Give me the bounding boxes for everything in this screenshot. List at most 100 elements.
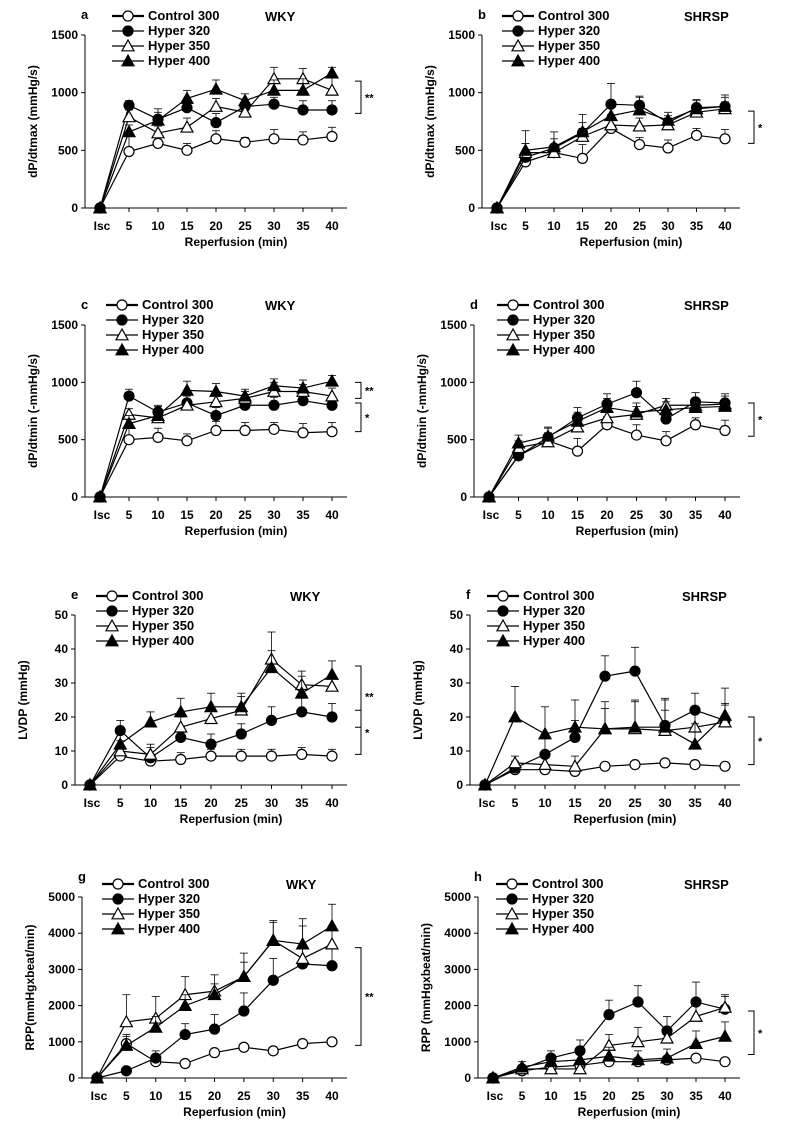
chart-panel-g: 0 1000 2000 3000 4000 5000 Isc 5 10 15 20 25 30 35 40 R… bbox=[23, 869, 374, 1119]
hyper-320-marker bbox=[150, 1052, 162, 1064]
control-300-marker bbox=[152, 137, 164, 150]
hyper-350-marker bbox=[572, 1061, 588, 1075]
hyper-400-marker bbox=[657, 719, 673, 733]
y-tick-label: 500 bbox=[455, 143, 475, 157]
y-tick-label: 40 bbox=[450, 642, 464, 656]
hyper-320-marker bbox=[297, 104, 309, 116]
series-line bbox=[89, 666, 333, 786]
hyper-350-marker bbox=[567, 759, 583, 772]
x-tick-label: 10 bbox=[151, 508, 165, 522]
x-tick-label: 20 bbox=[604, 219, 618, 233]
legend-label: Hyper 350 bbox=[138, 906, 200, 921]
significance-bracket bbox=[355, 665, 362, 728]
x-axis-label: Reperfusion (min) bbox=[180, 812, 283, 826]
legend-label: Hyper 350 bbox=[532, 906, 594, 921]
hyper-400-marker bbox=[295, 83, 311, 96]
legend-label: Control 300 bbox=[532, 876, 604, 891]
hyper-320-marker bbox=[632, 996, 644, 1008]
chart-panel-b: 0 500 1000 1500 Isc 5 10 15 20 25 30 35 40 Reperfusio… bbox=[423, 7, 763, 249]
panel-letter: b bbox=[478, 7, 486, 22]
hyper-350-marker bbox=[324, 388, 340, 402]
legend-label: Hyper 320 bbox=[533, 312, 595, 327]
x-tick-label: 10 bbox=[149, 1089, 163, 1103]
hyper-400-marker bbox=[514, 1059, 530, 1073]
control-300-marker bbox=[297, 134, 309, 146]
x-tick-label: 30 bbox=[659, 508, 673, 522]
x-tick-label: 20 bbox=[598, 796, 612, 810]
x-tick-label: Isc bbox=[479, 796, 496, 810]
hyper-320-marker bbox=[603, 1009, 615, 1021]
y-tick-label: 5000 bbox=[48, 890, 75, 904]
hyper-320-marker bbox=[326, 104, 338, 116]
x-tick-label: 15 bbox=[568, 796, 582, 810]
hyper-350-marker bbox=[324, 936, 340, 950]
hyper-320-marker bbox=[205, 738, 217, 750]
legend-label: Hyper 350 bbox=[523, 618, 585, 633]
y-tick-label: 30 bbox=[55, 676, 69, 690]
significance-bracket bbox=[355, 402, 362, 433]
control-300-marker bbox=[268, 133, 280, 145]
control-300-marker bbox=[630, 429, 643, 441]
hyper-350-marker bbox=[113, 743, 128, 757]
hyper-400-legend-marker bbox=[120, 53, 136, 67]
x-axis-label: Reperfusion (min) bbox=[578, 1105, 681, 1119]
series-hyper-400 bbox=[82, 650, 340, 791]
control-300-marker bbox=[123, 434, 135, 446]
significance-label: ** bbox=[365, 992, 374, 1004]
y-tick-label: 0 bbox=[464, 1071, 471, 1085]
y-tick-label: 0 bbox=[71, 201, 78, 215]
significance-bracket bbox=[355, 947, 362, 1046]
y-tick-label: 2000 bbox=[444, 999, 471, 1013]
x-tick-label: 25 bbox=[238, 219, 252, 233]
hyper-400-marker bbox=[507, 709, 523, 723]
hyper-400-marker bbox=[119, 1038, 134, 1051]
hyper-320-marker bbox=[238, 1005, 250, 1017]
x-tick-label: 40 bbox=[718, 219, 732, 233]
chart-panel-e: 0 10 20 30 40 50 Isc 5 10 15 20 25 30 35 40 Reperfusion… bbox=[16, 587, 374, 826]
x-tick-label: 10 bbox=[544, 1089, 558, 1103]
strain-label: WKY bbox=[290, 589, 321, 604]
hyper-400-legend-marker bbox=[114, 342, 130, 356]
hyper-320-marker bbox=[297, 395, 309, 407]
hyper-400-marker bbox=[113, 736, 128, 750]
panel-letter: e bbox=[71, 587, 78, 602]
x-tick-label: 30 bbox=[658, 796, 672, 810]
hyper-400-marker bbox=[324, 667, 340, 680]
control-300-marker bbox=[659, 757, 671, 769]
x-tick-label: 25 bbox=[628, 796, 642, 810]
x-axis-label: Reperfusion (min) bbox=[576, 524, 679, 538]
hyper-400-marker bbox=[659, 1050, 675, 1064]
hyper-400-marker bbox=[688, 1036, 704, 1050]
x-tick-label: 5 bbox=[117, 796, 124, 810]
hyper-400-legend-marker bbox=[110, 921, 126, 935]
hyper-350-legend-marker bbox=[510, 38, 526, 52]
hyper-400-marker bbox=[236, 969, 251, 983]
y-tick-label: 1000 bbox=[448, 86, 475, 100]
strain-label: SHRSP bbox=[684, 298, 729, 313]
hyper-320-marker bbox=[268, 399, 280, 411]
x-tick-label: 20 bbox=[600, 508, 614, 522]
significance-label: * bbox=[365, 727, 370, 739]
control-300-marker bbox=[297, 427, 309, 439]
legend-label: Hyper 400 bbox=[132, 633, 194, 648]
y-axis-label: dP/dtmin (-mmHg/s) bbox=[415, 354, 429, 468]
hyper-320-marker bbox=[235, 728, 247, 740]
hyper-350-marker bbox=[507, 755, 523, 769]
y-tick-label: 500 bbox=[447, 433, 467, 447]
hyper-350-marker bbox=[143, 747, 158, 760]
x-tick-label: 35 bbox=[690, 219, 704, 233]
y-tick-label: 1500 bbox=[51, 28, 78, 42]
x-tick-label: Isc bbox=[491, 219, 508, 233]
hyper-400-legend-marker bbox=[505, 342, 521, 356]
hyper-350-marker bbox=[295, 951, 310, 964]
x-tick-label: 30 bbox=[265, 796, 279, 810]
series-hyper-400 bbox=[489, 94, 733, 214]
significance-label: ** bbox=[365, 92, 374, 104]
legend-label: Hyper 350 bbox=[533, 327, 595, 342]
hyper-400-marker bbox=[92, 489, 108, 503]
